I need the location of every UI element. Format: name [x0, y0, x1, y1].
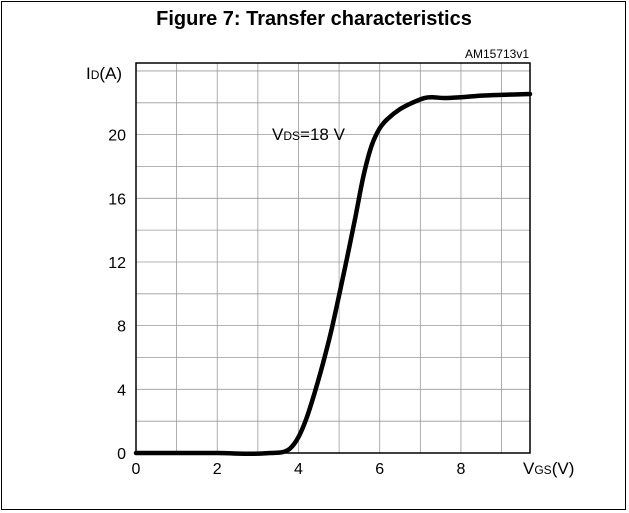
y-tick-label: 8: [117, 319, 126, 336]
plot-area-border: [135, 62, 531, 454]
y-tick-label: 16: [108, 191, 126, 208]
x-tick-label: 6: [375, 461, 384, 478]
y-tick-label: 20: [108, 128, 126, 145]
x-tick-label: 8: [456, 461, 465, 478]
x-axis-label: VGS(V): [523, 459, 574, 478]
x-tick-label: 0: [132, 461, 141, 478]
x-tick-label: 2: [213, 461, 222, 478]
chart-title: Figure 7: Transfer characteristics: [156, 8, 472, 30]
data-series: [133, 91, 533, 457]
figure-code: AM15713v1: [465, 47, 529, 61]
y-axis-label: ID(A): [86, 64, 122, 83]
series-line: [133, 91, 533, 457]
y-tick-label: 12: [108, 255, 126, 272]
y-tick-label: 0: [117, 446, 126, 463]
x-tick-label: 4: [294, 461, 303, 478]
vds-annotation: VDS=18 V: [272, 125, 346, 144]
axis-tick-labels: 0 2 4 6 8 0 4 8 12 16 20: [108, 128, 465, 478]
y-tick-label: 4: [117, 382, 126, 399]
plot-background: [136, 63, 530, 453]
